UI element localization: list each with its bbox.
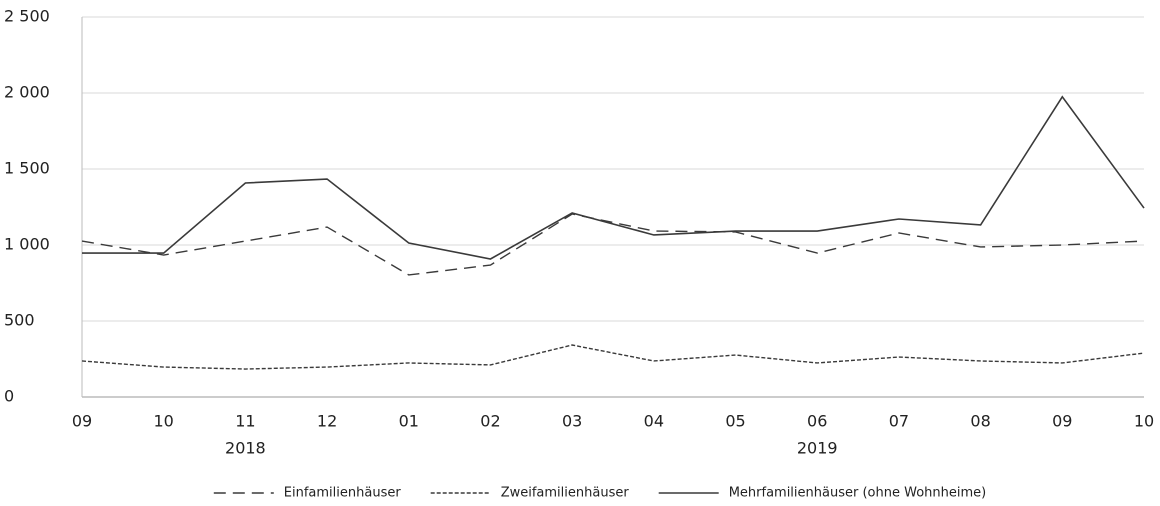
legend-label: Einfamilienhäuser [284,486,402,501]
x-group-label: 2019 [797,439,838,458]
y-tick-label: 2 500 [4,7,50,26]
x-tick-label: 08 [970,412,990,431]
series-line [81,344,1145,370]
x-tick-label: 09 [72,412,92,431]
x-tick-label: 02 [480,412,500,431]
series-line [81,213,1145,276]
x-tick-label: 12 [317,412,337,431]
x-tick-label: 06 [807,412,827,431]
y-tick-label: 500 [4,311,35,330]
legend-label: Mehrfamilienhäuser (ohne Wohnheime) [729,486,987,501]
x-tick-label: 09 [1052,412,1072,431]
y-tick-label: 1 000 [4,235,50,254]
legend: Einfamilienhäuser Zweifamilienhäuser Mehrf… [213,486,987,501]
x-tick-label: 07 [889,412,909,431]
x-tick-label: 10 [1134,412,1154,431]
x-tick-label: 05 [725,412,745,431]
x-group-label: 2018 [225,439,266,458]
x-tick-label: 04 [644,412,664,431]
x-tick-label: 03 [562,412,582,431]
legend-label: Zweifamilienhäuser [501,486,630,501]
series-line [82,95,1145,260]
y-tick-label: 0 [4,387,14,406]
y-tick-label: 1 500 [4,159,50,178]
y-tick-label: 2 000 [4,83,50,102]
x-tick-label: 01 [399,412,419,431]
x-tick-label: 11 [235,412,255,431]
x-tick-label: 10 [154,412,174,431]
